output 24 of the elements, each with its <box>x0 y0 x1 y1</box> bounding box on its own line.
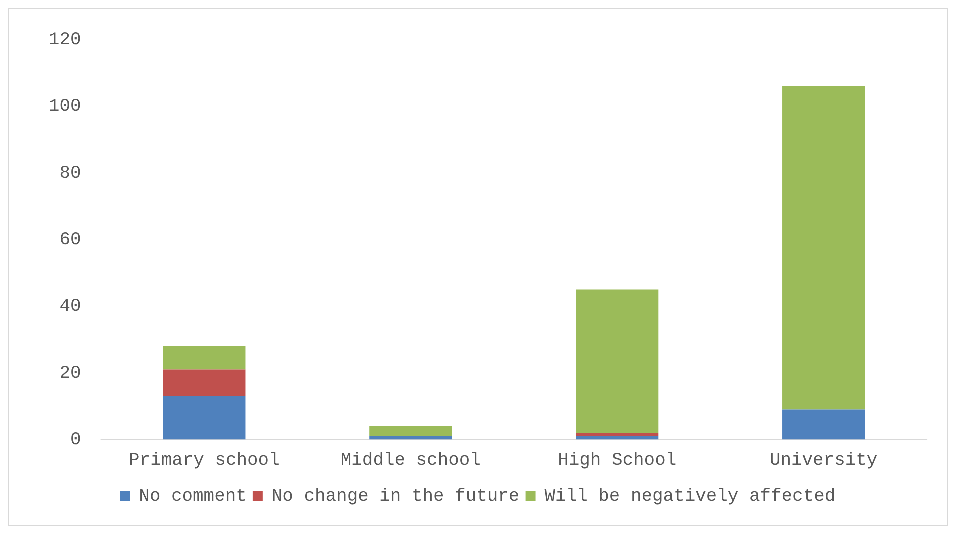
y-tick-label: 0 <box>70 430 82 450</box>
y-tick-label: 40 <box>60 297 82 318</box>
bar <box>163 370 246 396</box>
x-tick-label: High School <box>558 451 677 472</box>
legend-label: Will be negatively affected <box>544 486 836 507</box>
bar <box>370 436 452 440</box>
bar <box>576 436 659 440</box>
bar <box>782 86 866 410</box>
y-tick-label: 120 <box>48 30 82 50</box>
x-tick-label: University <box>770 451 878 472</box>
y-tick-label: 60 <box>60 230 82 250</box>
bar <box>163 396 246 440</box>
bar <box>576 290 659 434</box>
y-tick-label: 80 <box>60 164 82 184</box>
bar <box>370 426 452 436</box>
legend-label: No change in the future <box>272 486 520 507</box>
x-tick-label: Primary school <box>129 451 280 472</box>
bar <box>782 410 866 440</box>
bar <box>163 346 246 370</box>
legend-label: No comment <box>139 486 247 507</box>
bar <box>576 433 659 436</box>
x-tick-label: Middle school <box>340 451 481 472</box>
y-tick-label: 20 <box>60 364 82 384</box>
y-tick-label: 100 <box>48 97 82 118</box>
